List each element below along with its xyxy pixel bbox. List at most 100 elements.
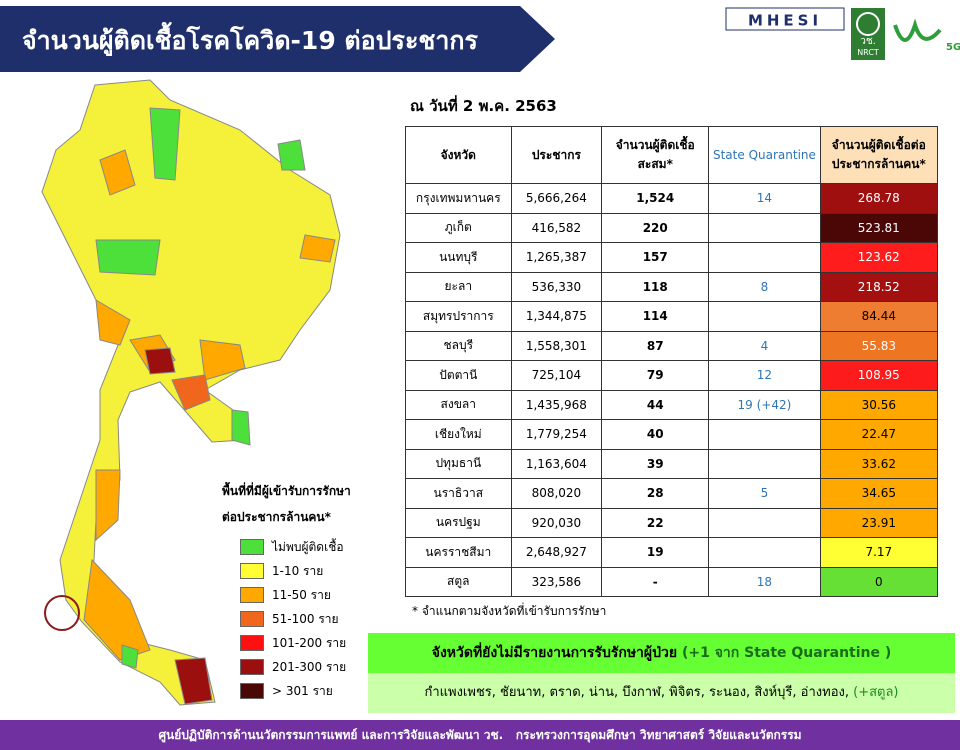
per-million-cell: 23.91 [819,507,939,538]
table-row: ภูเก็ต 416,582 220 523.81 [405,212,939,243]
per-million-cell: 33.62 [819,448,939,479]
legend-label: 201-300 ราย [272,659,347,674]
quarantine-cell [708,448,821,479]
table-row: ยะลา 536,330 118 8 218.52 [405,271,939,302]
population-cell: 323,586 [510,566,603,597]
population-cell: 725,104 [510,360,603,391]
map-region [83,558,151,661]
per-million-cell: 22.47 [819,419,939,450]
population-cell: 5,666,264 [510,183,603,214]
quarantine-cell: 8 [708,271,821,302]
province-cell: เชียงใหม่ [405,419,512,450]
table: จังหวัด ประชากร จำนวนผู้ติดเชื้อสะสม* State… [405,126,939,597]
population-cell: 2,648,927 [510,537,603,568]
province-cell: ปัตตานี [405,360,512,391]
province-cell: ภูเก็ต [405,212,512,243]
logo-text: วช. [860,36,876,47]
map-region [95,299,131,346]
per-million-cell: 7.17 [819,537,939,568]
footer-bar [0,720,960,750]
quarantine-cell [708,419,821,450]
map-region [95,239,161,276]
province-cell: กรุงเทพมหานคร [405,183,512,214]
legend-label: 101-200 ราย [272,635,347,650]
cases-cell: 87 [601,330,710,361]
province-cell: ยะลา [405,271,512,302]
logo-emblem [893,18,942,42]
table-row: นครราชสีมา 2,648,927 19 7.17 [405,537,939,568]
per-million-cell: 268.78 [819,183,939,214]
quarantine-cell [708,212,821,243]
logo-box [725,7,845,31]
map-region [299,234,336,263]
table-row: กรุงเทพมหานคร 5,666,264 1,524 14 268.78 [405,183,939,214]
map [41,79,341,706]
per-million-cell: 108.95 [819,360,939,391]
map-region [99,149,136,196]
map-region [171,374,211,411]
column-header: จำนวนผู้ติดเชื้อสะสม* [601,126,710,184]
legend-item: 101-200 ราย [240,631,346,655]
logo-text: MHESI [748,12,822,30]
cases-cell: 79 [601,360,710,391]
province-cell: นนทบุรี [405,242,512,273]
quarantine-cell: 19 (+42) [708,389,821,420]
map-region [199,339,246,381]
population-cell: 808,020 [510,478,603,509]
per-million-cell: 30.56 [819,389,939,420]
legend-swatch [240,635,264,651]
cases-cell: 22 [601,507,710,538]
province-cell: สงขลา [405,389,512,420]
legend-title: ต่อประชากรล้านคน* [222,510,331,524]
map-region [95,469,121,542]
population-cell: 1,779,254 [510,419,603,450]
logo-emblem [856,12,880,36]
notice-heading-note: (+1 จาก State Quarantine ) [681,645,892,661]
quarantine-cell: 14 [708,183,821,214]
population-cell: 536,330 [510,271,603,302]
cases-cell: 114 [601,301,710,332]
notice-list-box [368,673,955,713]
province-cell: สตูล [405,566,512,597]
population-cell: 1,344,875 [510,301,603,332]
province-cell: นครปฐม [405,507,512,538]
cases-cell: 39 [601,448,710,479]
population-cell: 1,435,968 [510,389,603,420]
title-banner [0,6,555,72]
legend-label: ไม่พบผู้ติดเชื้อ [272,539,344,554]
cases-cell: - [601,566,710,597]
per-million-cell: 523.81 [819,212,939,243]
footer: ศูนย์ปฏิบัติการด้านนวัตกรรมการแพทย์ และก… [158,728,802,742]
quarantine-cell [708,537,821,568]
cases-cell: 28 [601,478,710,509]
notice-heading-box [368,633,955,673]
quarantine-cell: 18 [708,566,821,597]
notice-heading-text: จังหวัดที่ยังไม่มีรายงานการรับรักษาผู้ป่… [431,645,678,661]
notice-list: กำแพงเพชร, ชัยนาท, ตราด, น่าน, บึงกาฬ, พ… [368,673,955,713]
legend-item: 1-10 ราย [240,559,346,583]
population-cell: 920,030 [510,507,603,538]
legend-label: 51-100 ราย [272,611,339,626]
table-row: สตูล 323,586-18 0 [405,566,939,597]
population-cell: 1,265,387 [510,242,603,273]
map-region [277,139,306,171]
notice-list-text: กำแพงเพชร, ชัยนาท, ตราด, น่าน, บึงกาฬ, พ… [424,685,849,700]
per-million-cell: 34.65 [819,478,939,509]
province-cell: ชลบุรี [405,330,512,361]
legend-swatch [240,683,264,699]
legend-label: 1-10 ราย [272,563,324,578]
map-region [121,644,139,669]
header-row: จังหวัด ประชากร จำนวนผู้ติดเชื้อสะสม* State… [405,126,939,184]
table-row: เชียงใหม่ 1,779,254 40 22.47 [405,419,939,450]
legend-swatch [240,587,264,603]
legend-swatch [240,659,264,675]
quarantine-cell: 5 [708,478,821,509]
per-million-cell: 123.62 [819,242,939,273]
legend-item: > 301 ราย [240,679,346,703]
notice-heading: จังหวัดที่ยังไม่มีรายงานการรับรักษาผู้ป่… [368,633,955,673]
legend-swatch [240,539,264,555]
cases-cell: 157 [601,242,710,273]
footnote: * จำแนกตามจังหวัดที่เข้ารับการรักษา [412,604,607,618]
